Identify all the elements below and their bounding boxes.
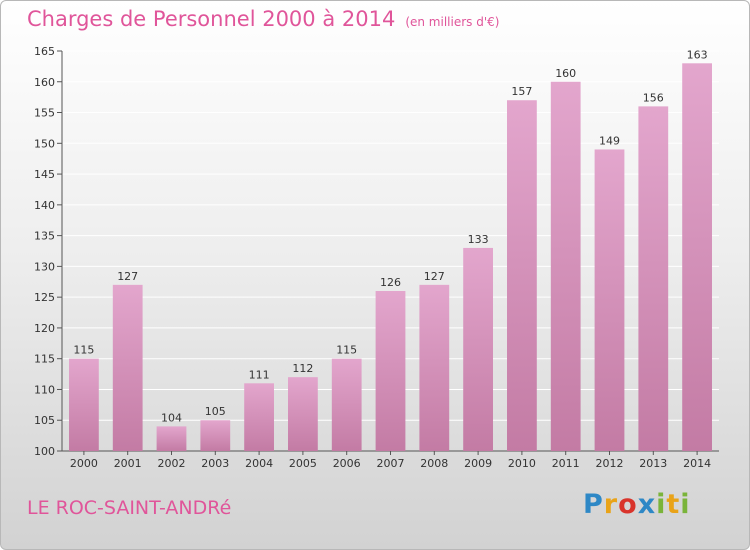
chart-title: Charges de Personnel 2000 à 2014 (en mill… <box>27 7 499 31</box>
x-tick-label: 2008 <box>420 457 448 470</box>
data-label: 104 <box>161 411 182 424</box>
y-tick-label: 105 <box>34 414 55 427</box>
data-label: 127 <box>117 270 138 283</box>
x-tick-label: 2001 <box>114 457 142 470</box>
bar-2014 <box>682 63 712 452</box>
bar-2005 <box>288 377 318 451</box>
bar-2000 <box>69 358 99 451</box>
chart-unit: (en milliers d'€) <box>405 15 500 29</box>
y-tick-label: 135 <box>34 230 55 243</box>
y-tick-label: 120 <box>34 322 55 335</box>
y-tick-label: 130 <box>34 260 55 273</box>
y-tick-label: 155 <box>34 107 55 120</box>
y-tick-label: 150 <box>34 137 55 150</box>
data-label: 112 <box>292 362 313 375</box>
data-label: 105 <box>205 405 226 418</box>
x-tick-label: 2005 <box>289 457 317 470</box>
y-tick-label: 115 <box>34 353 55 366</box>
y-tick-label: 165 <box>34 45 55 58</box>
x-tick-label: 2000 <box>70 457 98 470</box>
x-tick-label: 2006 <box>333 457 361 470</box>
bar-2013 <box>638 106 669 451</box>
data-label: 127 <box>424 270 445 283</box>
y-tick-label: 110 <box>34 383 55 396</box>
data-label: 115 <box>73 344 94 357</box>
data-label: 115 <box>336 344 357 357</box>
x-tick-label: 2013 <box>639 457 667 470</box>
x-tick-label: 2002 <box>158 457 186 470</box>
data-label: 126 <box>380 276 401 289</box>
bar-2008 <box>419 284 450 451</box>
y-tick-label: 145 <box>34 168 55 181</box>
bar-2002 <box>156 426 187 451</box>
x-tick-label: 2010 <box>508 457 536 470</box>
x-tick-label: 2012 <box>596 457 624 470</box>
x-tick-label: 2014 <box>683 457 711 470</box>
x-tick-label: 2003 <box>201 457 229 470</box>
labels: 100 105 110 115 120 125 130 135 140 145 150 155 160 1… <box>34 45 711 470</box>
bar-2004 <box>244 383 274 451</box>
data-label: 149 <box>599 134 620 147</box>
x-tick-label: 2007 <box>377 457 405 470</box>
data-label: 156 <box>643 91 664 104</box>
bar-2003 <box>200 420 231 451</box>
location-name: LE ROC-SAINT-ANDRé <box>27 497 232 519</box>
bars <box>69 63 712 452</box>
y-tick-label: 140 <box>34 199 55 212</box>
x-tick-label: 2011 <box>552 457 580 470</box>
data-label: 160 <box>555 67 576 80</box>
x-tick-label: 2009 <box>464 457 492 470</box>
bar-2007 <box>375 291 406 451</box>
data-label: 133 <box>468 233 489 246</box>
x-tick-label: 2004 <box>245 457 273 470</box>
data-label: 157 <box>511 85 532 98</box>
y-tick-label: 160 <box>34 76 55 89</box>
bar-2006 <box>331 358 362 451</box>
y-tick-label: 100 <box>34 445 55 458</box>
data-label: 111 <box>249 368 270 381</box>
chart-title-text: Charges de Personnel 2000 à 2014 <box>27 7 396 31</box>
bar-2001 <box>112 284 143 451</box>
y-tick-label: 125 <box>34 291 55 304</box>
bar-2011 <box>550 81 581 452</box>
proxiti-logo: Proxiti <box>583 489 691 520</box>
bar-2009 <box>463 247 493 451</box>
bar-2012 <box>594 149 625 451</box>
bar-2010 <box>507 100 537 451</box>
data-label: 163 <box>687 48 708 61</box>
